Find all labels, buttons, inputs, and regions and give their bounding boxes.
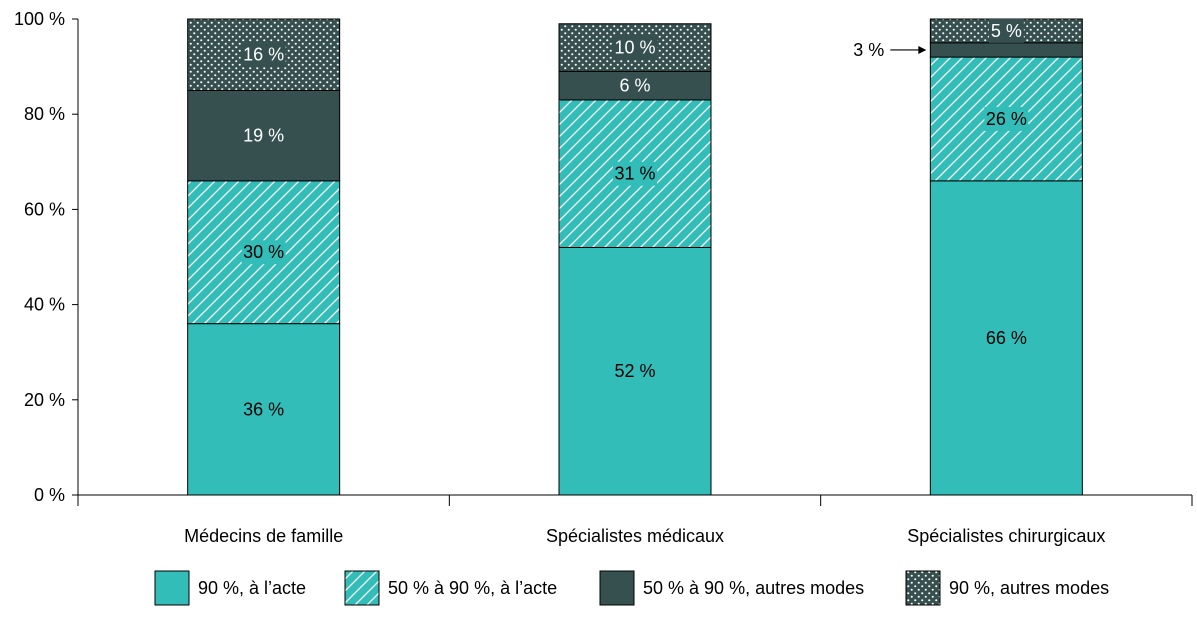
data-label: 31 % <box>614 164 655 184</box>
legend-swatch-90-autres-modes <box>905 570 941 606</box>
legend-label: 90 %, à l’acte <box>198 578 306 598</box>
data-label-background <box>988 18 1024 43</box>
category-label-specialistes-medicaux: Spécialistes médicaux <box>546 526 724 546</box>
axes: 0 % 20 % 40 % 60 % 80 % 100 % Médecins de fami… <box>14 9 1193 546</box>
y-tick-label: 60 % <box>24 199 65 219</box>
y-tick-label: 40 % <box>24 295 65 315</box>
bar-segment-specialistes-chirurgicaux-50-a-90-a-l-acte <box>929 56 1083 182</box>
legend: 90 %, à l’acte 50 % à 90 %, à l’acte 50 % … <box>154 570 1109 606</box>
data-label: 26 % <box>986 109 1027 129</box>
data-label: 19 % <box>243 126 284 146</box>
data-label: 52 % <box>614 361 655 381</box>
category-label-specialistes-chirurgicaux: Spécialistes chirurgicaux <box>907 526 1105 546</box>
data-label-background <box>241 240 286 265</box>
annotation-arrow-head <box>918 45 927 54</box>
data-label: 30 % <box>243 242 284 262</box>
y-tick-label: 0 % <box>34 485 65 505</box>
data-label: 10 % <box>614 38 655 58</box>
category-label-medecins-de-famille: Médecins de famille <box>184 526 343 546</box>
bar-segment-medecins-de-famille-90-a-l-acte <box>187 323 341 496</box>
bars <box>187 18 1083 496</box>
data-label: 36 % <box>243 399 284 419</box>
legend-swatch-90-a-l-acte <box>154 570 190 606</box>
legend-swatch-50-a-90-a-l-acte <box>344 570 380 606</box>
legend-label: 90 %, autres modes <box>949 578 1109 598</box>
y-tick-label: 100 % <box>14 9 65 29</box>
data-label: 16 % <box>243 45 284 65</box>
annotations: 3 % <box>853 40 927 60</box>
legend-label: 50 % à 90 %, à l’acte <box>388 578 557 598</box>
data-label-background <box>241 42 286 67</box>
data-label-background <box>613 161 657 186</box>
bar-segment-specialistes-medicaux-90-a-l-acte <box>558 246 712 496</box>
data-label-background <box>984 106 1029 131</box>
bar-segment-specialistes-chirurgicaux-90-a-l-acte <box>929 180 1083 496</box>
y-tick-label: 80 % <box>24 104 65 124</box>
data-label: 66 % <box>986 328 1027 348</box>
data-labels: 36 % 30 % 19 % 16 % 52 % 31 % 6 % 10 % 66 % 26 % 5… <box>241 18 1029 419</box>
data-label: 6 % <box>619 76 650 96</box>
bar-segment-specialistes-chirurgicaux-50-a-90-autres-modes <box>929 42 1083 58</box>
y-tick-label: 20 % <box>24 390 65 410</box>
legend-swatch-50-a-90-autres-modes <box>599 570 635 606</box>
bar-segment-specialistes-medicaux-50-a-90-autres-modes <box>558 70 712 101</box>
annotation-label: 3 % <box>853 40 884 60</box>
data-label: 5 % <box>991 21 1022 41</box>
bar-segment-medecins-de-famille-50-a-90-autres-modes <box>187 89 341 182</box>
data-label-background <box>613 35 657 60</box>
legend-label: 50 % à 90 %, autres modes <box>643 578 864 598</box>
